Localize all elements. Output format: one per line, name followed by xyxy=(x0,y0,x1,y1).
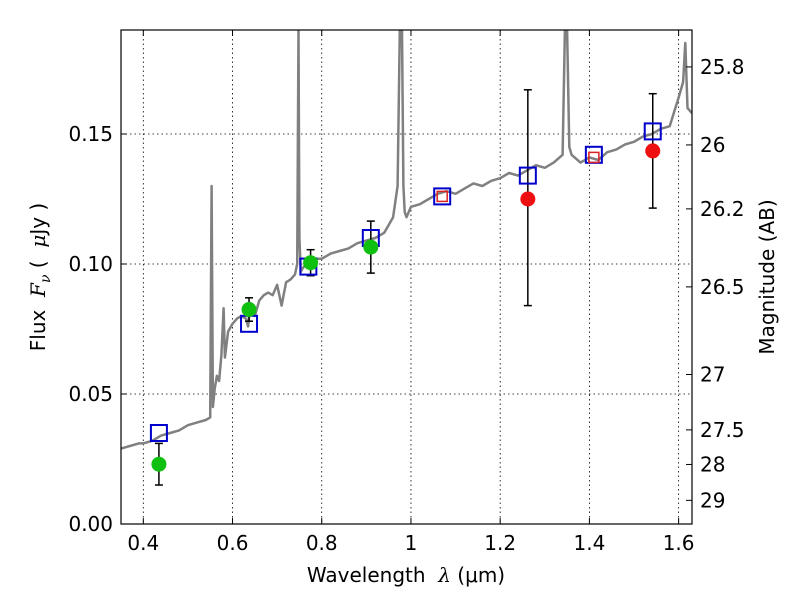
spectrum-series xyxy=(121,30,692,450)
observed-point xyxy=(520,191,536,207)
y-axis-label: Flux Fν ( μJy ) xyxy=(26,203,54,351)
plot-frame xyxy=(120,29,693,525)
upper-limit-point xyxy=(588,151,600,164)
y2-tick-label: 27 xyxy=(700,363,725,387)
upper-limit-point xyxy=(436,190,448,203)
y-tick-label: 0.10 xyxy=(68,252,113,276)
x-tick-label: 1 xyxy=(405,531,418,555)
observed-point xyxy=(363,239,379,255)
x-tick-label: 1.6 xyxy=(663,531,695,555)
marker-series xyxy=(149,89,662,486)
x-tick-label: 0.8 xyxy=(306,531,338,555)
observed-point xyxy=(241,302,257,317)
model-point xyxy=(643,122,662,141)
y-tick-label: 0.15 xyxy=(68,122,113,146)
y2-tick-label: 26.5 xyxy=(700,275,745,299)
grid-lines xyxy=(121,30,692,525)
y-tick-label: 0.00 xyxy=(68,512,113,536)
spectrum-line xyxy=(121,30,692,450)
model-point xyxy=(518,166,537,185)
x-tick-label: 1.4 xyxy=(573,531,605,555)
y2-tick-label: 28 xyxy=(700,452,725,476)
x-axis: 0.4 0.6 0.8 1 1.2 1.4 1.6 xyxy=(127,30,695,555)
x-tick-label: 0.4 xyxy=(127,531,159,555)
y-tick-label: 0.05 xyxy=(68,382,113,406)
right-magnitude-axis: 25.8 26 26.2 26.5 27 27.5 28 29 xyxy=(686,55,745,512)
observed-point xyxy=(645,143,661,159)
y2-tick-label: 26.2 xyxy=(700,197,745,221)
y2-tick-label: 26 xyxy=(700,133,725,157)
model-point xyxy=(433,187,452,206)
observed-point xyxy=(303,255,319,271)
right-axis-label: Magnitude (AB) xyxy=(755,199,779,354)
x-tick-label: 1.2 xyxy=(484,531,516,555)
observed-point xyxy=(151,456,167,472)
x-tick-label: 0.6 xyxy=(217,531,249,555)
y2-tick-label: 25.8 xyxy=(700,55,745,79)
y2-tick-label: 29 xyxy=(700,488,725,512)
y-axis: 0.00 0.05 0.10 0.15 xyxy=(68,122,127,536)
model-point xyxy=(149,424,168,442)
x-axis-label: Wavelength λ (μm) xyxy=(307,563,505,587)
y2-tick-label: 27.5 xyxy=(700,418,745,442)
